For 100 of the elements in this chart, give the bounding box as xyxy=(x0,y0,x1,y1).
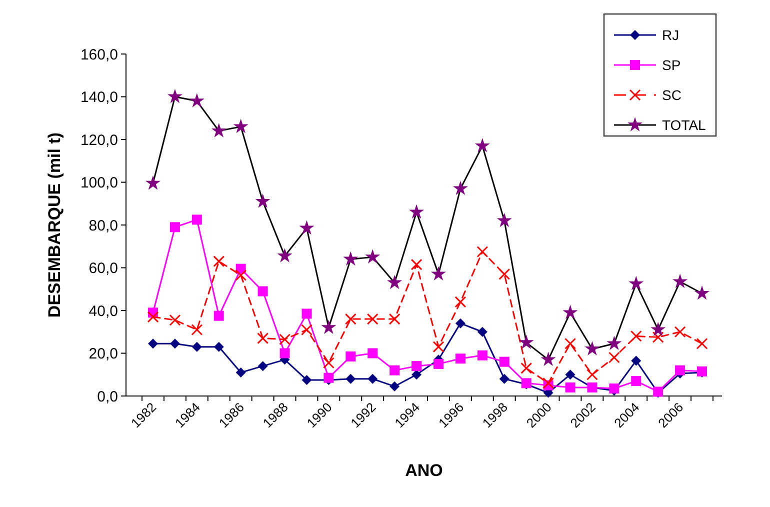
point xyxy=(302,308,312,319)
point xyxy=(433,358,444,369)
point xyxy=(455,354,466,364)
point xyxy=(189,93,204,108)
legend-label: RJ xyxy=(662,26,680,43)
point xyxy=(430,266,446,281)
point xyxy=(562,304,578,320)
point xyxy=(672,274,688,288)
point xyxy=(192,214,202,225)
point xyxy=(565,382,576,392)
point xyxy=(608,352,620,364)
point xyxy=(474,138,490,152)
point xyxy=(346,374,356,384)
legend-label: SP xyxy=(662,56,681,73)
point xyxy=(520,362,532,374)
point xyxy=(169,314,181,326)
point xyxy=(321,320,336,334)
y-tick-label: 160,0 xyxy=(80,46,118,64)
point xyxy=(650,322,666,336)
y-tick-label: 140,0 xyxy=(80,89,118,106)
point xyxy=(412,370,422,380)
point xyxy=(454,296,466,308)
point xyxy=(388,313,400,325)
point xyxy=(631,356,642,366)
point xyxy=(432,341,444,353)
point xyxy=(452,180,468,196)
point xyxy=(368,348,378,358)
point xyxy=(213,256,225,268)
point xyxy=(257,332,269,344)
y-tick-label: 60,0 xyxy=(88,260,118,277)
point xyxy=(540,352,556,366)
point xyxy=(565,370,576,380)
point xyxy=(255,194,270,208)
y-axis-title: DESEMBARQUE (mil t) xyxy=(45,132,64,318)
point xyxy=(214,310,224,321)
point xyxy=(387,274,402,290)
point xyxy=(631,376,642,386)
point xyxy=(498,268,510,280)
point xyxy=(675,365,686,376)
y-tick-label: 120,0 xyxy=(80,132,118,149)
point xyxy=(192,342,202,352)
y-tick-label: 20,0 xyxy=(88,346,118,362)
point xyxy=(300,324,312,336)
point xyxy=(148,338,158,349)
point xyxy=(496,212,512,228)
point xyxy=(147,311,159,323)
point xyxy=(145,175,161,190)
point xyxy=(233,118,248,134)
point xyxy=(390,365,400,376)
point xyxy=(258,286,268,296)
point xyxy=(630,330,642,342)
point xyxy=(390,381,400,392)
point xyxy=(694,286,710,300)
point xyxy=(674,326,686,338)
point xyxy=(191,324,203,336)
legend-label: TOTAL xyxy=(662,116,706,133)
point xyxy=(477,326,488,337)
point xyxy=(279,334,291,346)
point xyxy=(586,368,598,380)
point xyxy=(343,251,358,266)
point xyxy=(346,351,356,362)
point xyxy=(170,222,180,232)
y-tick-label: 80,0 xyxy=(88,217,118,234)
point xyxy=(564,338,576,350)
point xyxy=(299,220,314,235)
point xyxy=(366,313,378,325)
point xyxy=(235,269,247,281)
point xyxy=(302,374,312,385)
legend-label: SC xyxy=(662,86,682,103)
point xyxy=(499,374,510,384)
y-tick-label: 100,0 xyxy=(80,174,118,192)
point xyxy=(167,88,182,104)
point xyxy=(499,356,510,367)
point xyxy=(518,334,534,349)
point xyxy=(365,249,380,264)
point xyxy=(322,357,334,369)
point xyxy=(236,367,246,378)
x-axis-title: ANO xyxy=(405,461,443,480)
point xyxy=(409,204,424,219)
point xyxy=(344,313,356,325)
point xyxy=(455,318,466,328)
point xyxy=(476,246,488,258)
point xyxy=(410,258,422,270)
point xyxy=(211,123,226,138)
point xyxy=(277,248,292,262)
point xyxy=(628,276,644,290)
y-tick-label: 40,0 xyxy=(88,302,118,320)
point xyxy=(214,342,224,352)
point xyxy=(584,341,600,356)
point xyxy=(258,361,268,372)
point xyxy=(280,348,290,358)
point xyxy=(652,331,664,343)
point xyxy=(368,374,378,384)
point xyxy=(170,338,180,349)
point xyxy=(412,361,422,372)
point xyxy=(606,336,622,350)
point xyxy=(696,338,708,350)
y-tick-label: 0,0 xyxy=(97,388,118,406)
point xyxy=(477,350,488,360)
point xyxy=(542,377,554,389)
